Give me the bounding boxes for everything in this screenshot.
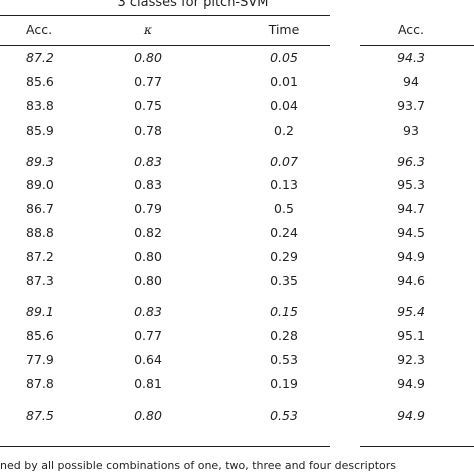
column-header-time: Time — [268, 22, 300, 37]
cell-kappa: 0.83 — [134, 154, 162, 169]
cell-kappa: 0.83 — [134, 177, 162, 192]
cell-acc: 89.1 — [26, 304, 54, 319]
column-header-acc: Acc. — [26, 22, 53, 37]
cell-time: 0.2 — [274, 123, 294, 138]
cell-kappa: 0.80 — [134, 408, 162, 423]
header-rule-left — [0, 45, 330, 46]
bottom-rule-left — [0, 446, 330, 447]
cell-acc-2: 93.7 — [397, 98, 425, 113]
column-header-acc-2: Acc. — [397, 22, 425, 37]
table-footnote: ned by all possible combinations of one,… — [0, 459, 396, 472]
cell-time: 0.05 — [270, 50, 298, 65]
cell-kappa: 0.81 — [134, 376, 162, 391]
cell-acc: 87.3 — [26, 273, 54, 288]
cell-time: 0.35 — [270, 273, 298, 288]
cell-acc-2: 95.4 — [397, 304, 425, 319]
cell-kappa: 0.82 — [134, 225, 162, 240]
cell-acc: 87.5 — [26, 408, 54, 423]
cell-time: 0.28 — [270, 328, 298, 343]
cell-acc-2: 94.9 — [397, 408, 425, 423]
cell-acc-2: 94.5 — [397, 225, 425, 240]
cell-time: 0.13 — [270, 177, 298, 192]
cell-kappa: 0.78 — [134, 123, 162, 138]
cell-acc: 85.6 — [26, 328, 54, 343]
cell-acc: 87.8 — [26, 376, 54, 391]
cell-time: 0.15 — [270, 304, 298, 319]
cell-acc-2: 95.3 — [397, 177, 425, 192]
cell-acc: 89.0 — [26, 177, 54, 192]
cell-acc-2: 94.3 — [397, 50, 425, 65]
cell-kappa: 0.64 — [134, 352, 162, 367]
cell-acc: 85.9 — [26, 123, 54, 138]
cell-time: 0.01 — [270, 74, 298, 89]
cell-time: 0.29 — [270, 249, 298, 264]
cell-time: 0.04 — [270, 98, 298, 113]
cell-kappa: 0.75 — [134, 98, 162, 113]
cell-time: 0.24 — [270, 225, 298, 240]
cell-acc-2: 92.3 — [397, 352, 425, 367]
cell-acc-2: 93 — [403, 123, 419, 138]
cell-kappa: 0.79 — [134, 201, 162, 216]
cell-kappa: 0.83 — [134, 304, 162, 319]
bottom-rule-right — [360, 446, 474, 447]
cell-acc-2: 94.9 — [397, 376, 425, 391]
cell-kappa: 0.77 — [134, 74, 162, 89]
cell-acc-2: 94 — [403, 74, 419, 89]
cell-acc-2: 94.9 — [397, 249, 425, 264]
cell-time: 0.07 — [270, 154, 298, 169]
cell-acc: 77.9 — [26, 352, 54, 367]
cell-kappa: 0.80 — [134, 273, 162, 288]
cell-kappa: 0.80 — [134, 249, 162, 264]
cell-time: 0.53 — [270, 408, 298, 423]
group-header-rule — [0, 15, 330, 16]
cell-acc: 87.2 — [26, 249, 54, 264]
cell-acc: 85.6 — [26, 74, 54, 89]
cell-acc-2: 96.3 — [397, 154, 425, 169]
cell-kappa: 0.77 — [134, 328, 162, 343]
cell-acc-2: 95.1 — [397, 328, 425, 343]
cell-time: 0.19 — [270, 376, 298, 391]
cell-acc: 86.7 — [26, 201, 54, 216]
header-rule-right — [360, 45, 474, 46]
cell-time: 0.5 — [274, 201, 294, 216]
cell-acc: 89.3 — [26, 154, 54, 169]
column-header-kappa: κ — [143, 22, 153, 37]
cell-acc: 88.8 — [26, 225, 54, 240]
cell-acc-2: 94.6 — [397, 273, 425, 288]
cell-acc-2: 94.7 — [397, 201, 425, 216]
group-header: 3 classes for pitch-SVM — [117, 0, 269, 10]
cell-acc: 87.2 — [26, 50, 54, 65]
cell-acc: 83.8 — [26, 98, 54, 113]
cell-time: 0.53 — [270, 352, 298, 367]
cell-kappa: 0.80 — [134, 50, 162, 65]
